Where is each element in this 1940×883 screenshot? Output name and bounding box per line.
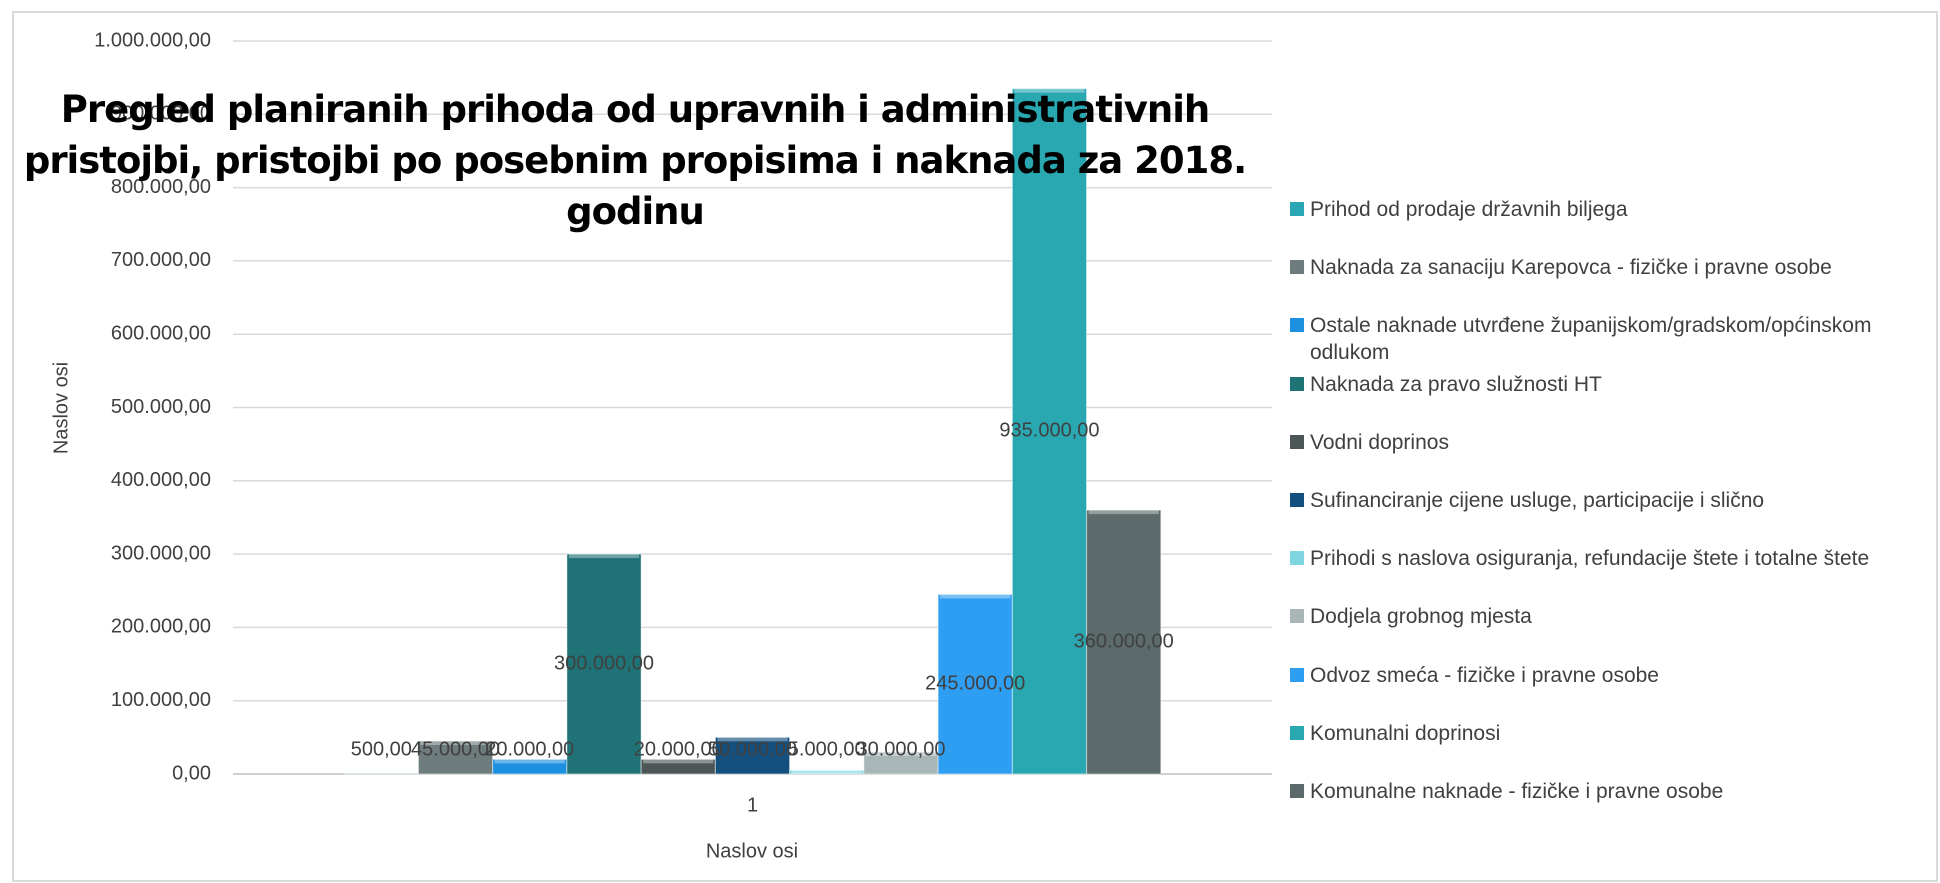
legend-item: Komunalne naknade - fizičke i pravne oso… [1290, 778, 1910, 805]
legend-item: Vodni doprinos [1290, 429, 1910, 456]
legend-label: Vodni doprinos [1310, 430, 1449, 454]
y-tick-label: 1.000.000,00 [94, 29, 211, 51]
legend-item: Prihodi s naslova osiguranja, refundacij… [1290, 545, 1910, 572]
legend-swatch [1290, 551, 1304, 566]
x-tick-label: 1 [747, 794, 758, 816]
y-tick-label: 700.000,00 [111, 249, 211, 271]
bar-highlight [940, 594, 1011, 599]
y-tick-label: 200.000,00 [111, 616, 211, 638]
x-axis-title: Naslov osi [706, 840, 798, 862]
data-label: 935.000,00 [999, 420, 1099, 442]
legend-label: Prihodi s naslova osiguranja, refundacij… [1310, 547, 1870, 571]
bar [937, 593, 1013, 775]
bar [417, 740, 494, 775]
legend-item: Dodjela grobnog mjesta [1290, 603, 1910, 630]
legend-swatch [1290, 260, 1304, 275]
legend-swatch [1290, 434, 1304, 449]
data-label: 20.000,00 [485, 738, 574, 760]
bar [1086, 509, 1162, 775]
data-label: 45.000,00 [411, 738, 500, 760]
bar-highlight [865, 752, 937, 757]
legend-swatch [1290, 318, 1304, 333]
legend-label: Komunalne naknade - fizičke i pravne oso… [1310, 780, 1724, 803]
data-label: 500,00 [351, 738, 412, 760]
legend-label: Odvoz smeća - fizičke i pravne osobe [1310, 663, 1659, 687]
bar [566, 553, 642, 775]
legend-swatch [1290, 493, 1304, 507]
legend-item: Prihod od prodaje državnih biljega [1290, 196, 1910, 223]
legend-label: Komunalni doprinosi [1310, 721, 1501, 745]
chart-border [12, 11, 1938, 882]
data-label: 20.000,00 [634, 738, 723, 760]
chart-title: Pregled planiranih prihoda od upravnih i… [23, 88, 1247, 233]
legend-item: Odvoz smeća - fizičke i pravne osobe [1290, 662, 1910, 689]
bar-highlight [420, 741, 491, 746]
y-tick-label: 300.000,00 [111, 542, 211, 564]
bar-highlight [1014, 88, 1085, 93]
legend-item: Sufinanciranje cijene usluge, participac… [1290, 487, 1910, 514]
legend-item: Ostale naknade utvrđene županijskom/grad… [1290, 312, 1910, 366]
legend-swatch [1290, 667, 1304, 682]
legend-label: Dodjela grobnog mjesta [1310, 605, 1532, 629]
bar [714, 736, 791, 775]
legend-item: Komunalni doprinosi [1290, 720, 1910, 747]
legend-item: Naknada za pravo služnosti HT [1290, 371, 1910, 398]
legend-swatch [1290, 376, 1304, 391]
y-tick-label: 900.000,00 [111, 103, 211, 125]
legend-swatch [1290, 784, 1304, 798]
bar-highlight [568, 554, 640, 559]
bar-highlight [791, 770, 862, 774]
legend-swatch [1290, 725, 1304, 740]
data-label: 245.000,00 [925, 672, 1025, 694]
y-tick-label: 100.000,00 [111, 689, 211, 711]
bar-highlight [1088, 510, 1159, 515]
legend-item: Naknada za sanaciju Karepovca - fizičke … [1290, 254, 1910, 281]
y-axis-title: Naslov osi [50, 362, 72, 454]
bar-highlight [717, 737, 788, 742]
legend-label: Ostale naknade utvrđene županijskom/grad… [1310, 314, 1872, 365]
bar [1011, 88, 1088, 775]
data-label: 5.000,00 [788, 738, 866, 760]
legend-label: Naknada za pravo služnosti HT [1310, 372, 1602, 396]
legend-swatch [1290, 202, 1304, 216]
y-tick-label: 600.000,00 [111, 322, 211, 344]
bar-highlight [643, 759, 714, 764]
data-label: 360.000,00 [1074, 630, 1174, 652]
y-tick-label: 400.000,00 [111, 469, 211, 491]
data-label: 30.000,00 [856, 738, 945, 760]
y-tick-label: 500.000,00 [111, 396, 211, 418]
y-tick-label: 0,00 [172, 762, 211, 784]
legend-swatch [1290, 609, 1304, 624]
data-label: 50.000,00 [708, 738, 797, 760]
legend-label: Sufinanciranje cijene usluge, participac… [1310, 489, 1765, 512]
bar-highlight [494, 759, 565, 764]
legend-label: Prihod od prodaje državnih biljega [1310, 198, 1628, 221]
data-label: 300.000,00 [554, 652, 654, 674]
legend-label: Naknada za sanaciju Karepovca - fizičke … [1310, 256, 1832, 280]
y-tick-label: 800.000,00 [111, 176, 211, 198]
